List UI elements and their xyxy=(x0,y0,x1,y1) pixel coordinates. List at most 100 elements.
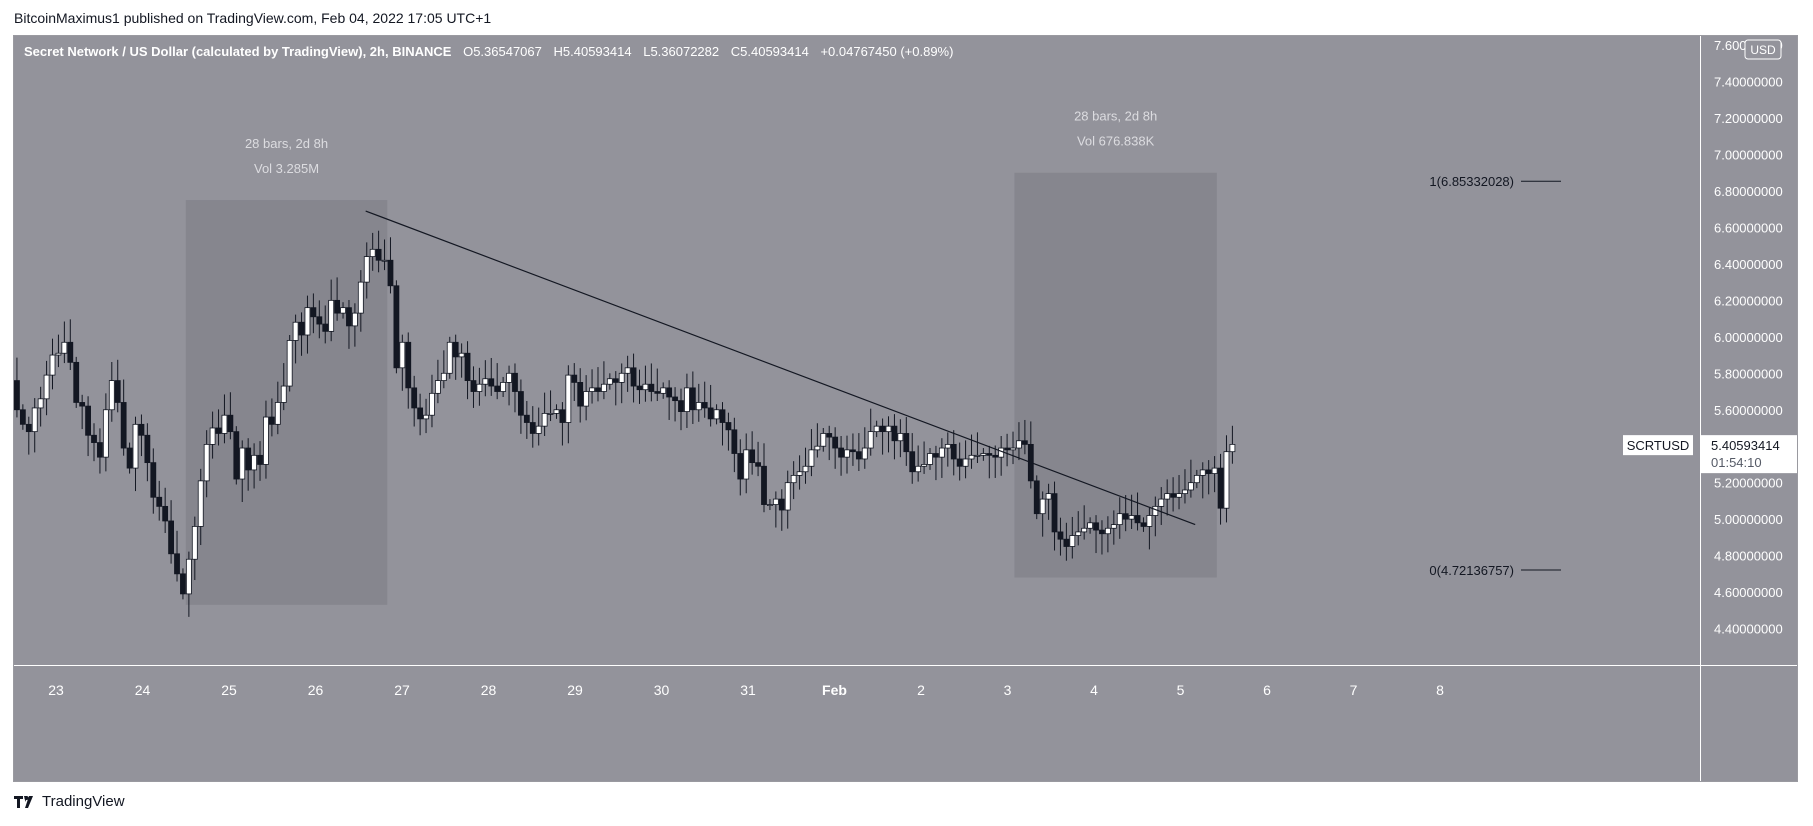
candle xyxy=(980,448,987,461)
candle xyxy=(150,448,157,514)
candle-body-down xyxy=(316,316,323,325)
y-tick-label: 6.00000000 xyxy=(1714,330,1783,345)
candle xyxy=(476,367,483,406)
candle-body-up xyxy=(601,383,607,392)
candle xyxy=(737,439,744,496)
candle-body-up xyxy=(1193,474,1200,484)
candle xyxy=(1016,422,1022,461)
candle xyxy=(423,398,429,434)
candle xyxy=(1116,497,1123,539)
candle-body-down xyxy=(1099,529,1105,535)
candle xyxy=(606,373,613,390)
candle-body-down xyxy=(227,414,234,433)
candle-body-up xyxy=(49,354,56,376)
candle-body-up xyxy=(1075,531,1082,536)
x-tick-label: 31 xyxy=(740,682,756,698)
candle-body-up xyxy=(1087,522,1094,529)
candle xyxy=(405,332,412,409)
candle-body-down xyxy=(85,405,91,436)
y-tick-label: 5.20000000 xyxy=(1714,476,1783,491)
candle xyxy=(1146,507,1153,550)
x-tick-label: 24 xyxy=(135,682,151,698)
candle xyxy=(684,373,690,428)
candle xyxy=(334,277,341,321)
currency-badge-label: USD xyxy=(1750,43,1776,57)
candle-body-up xyxy=(328,299,335,332)
candle xyxy=(933,445,939,481)
candle xyxy=(85,396,91,457)
candle-body-down xyxy=(1093,522,1099,531)
candle-body-up xyxy=(784,482,791,511)
candle xyxy=(91,423,97,462)
candle xyxy=(927,448,933,470)
candle xyxy=(494,363,501,400)
candle-body-down xyxy=(150,462,157,498)
tradingview-logo-icon xyxy=(14,795,36,808)
candle-body-up xyxy=(583,391,590,407)
candle xyxy=(820,427,827,452)
candle-body-down xyxy=(310,307,317,318)
candle xyxy=(1223,435,1230,523)
candle-body-up xyxy=(1110,524,1117,529)
candle-body-up xyxy=(814,445,821,451)
candle xyxy=(328,279,335,342)
candle-body-up xyxy=(772,498,779,505)
candle-body-down xyxy=(1122,513,1129,520)
publisher-attribution: BitcoinMaximus1 published on TradingView… xyxy=(14,10,492,26)
candle xyxy=(915,445,922,482)
symbol-tag-label: SCRTUSD xyxy=(1627,438,1690,453)
x-tick-label: 3 xyxy=(1004,682,1012,698)
candle-body-up xyxy=(280,385,287,403)
candle-body-up xyxy=(980,453,987,456)
candle xyxy=(1176,475,1182,510)
date-range-bars-label: 28 bars, 2d 8h xyxy=(1074,109,1157,124)
candle-body-up xyxy=(286,340,293,387)
candle xyxy=(114,359,121,413)
footer-brand[interactable]: TradingView xyxy=(14,793,125,810)
candle-body-down xyxy=(67,341,74,363)
legend-high-label: H xyxy=(553,44,563,59)
candle xyxy=(879,418,886,455)
candle-body-down xyxy=(334,299,341,314)
candle xyxy=(292,314,299,364)
candle-body-down xyxy=(992,454,999,458)
candle xyxy=(215,409,222,446)
candle-body-up xyxy=(844,449,850,458)
candle-body-down xyxy=(215,427,222,434)
candle-body-down xyxy=(1004,447,1010,451)
candle xyxy=(962,440,969,479)
candle xyxy=(1045,483,1052,520)
candle-body-down xyxy=(523,414,530,423)
candle xyxy=(731,417,738,473)
candle xyxy=(903,417,910,466)
candle-body-up xyxy=(820,433,827,447)
price-chart[interactable]: 28 bars, 2d 8h Vol 3.285M 28 bars, 2d 8h Vo… xyxy=(14,36,1797,781)
candle-body-down xyxy=(903,433,910,453)
candle-body-down xyxy=(689,387,696,411)
y-tick-label: 4.60000000 xyxy=(1714,585,1783,600)
y-tick-label: 4.40000000 xyxy=(1714,622,1783,637)
candle xyxy=(369,232,376,271)
candle xyxy=(97,428,103,474)
candle xyxy=(464,341,471,400)
candle xyxy=(411,375,418,427)
candle-body-up xyxy=(938,447,945,458)
candle xyxy=(79,394,86,430)
candle xyxy=(500,376,507,397)
candle-body-down xyxy=(512,372,518,392)
candle-body-down xyxy=(725,422,732,431)
y-tick-label: 4.80000000 xyxy=(1714,549,1783,564)
candle xyxy=(1075,511,1082,546)
candle xyxy=(458,343,465,378)
candle-body-down xyxy=(731,429,738,454)
candle xyxy=(956,442,963,481)
candle-body-up xyxy=(440,372,447,381)
candle xyxy=(440,350,447,389)
legend-open-value: 5.36547067 xyxy=(473,44,542,59)
candle-body-up xyxy=(1069,535,1076,547)
candle xyxy=(488,357,495,396)
candle-body-down xyxy=(346,307,352,327)
candle xyxy=(310,293,317,334)
candle xyxy=(251,443,257,489)
candle-body-down xyxy=(114,380,121,403)
